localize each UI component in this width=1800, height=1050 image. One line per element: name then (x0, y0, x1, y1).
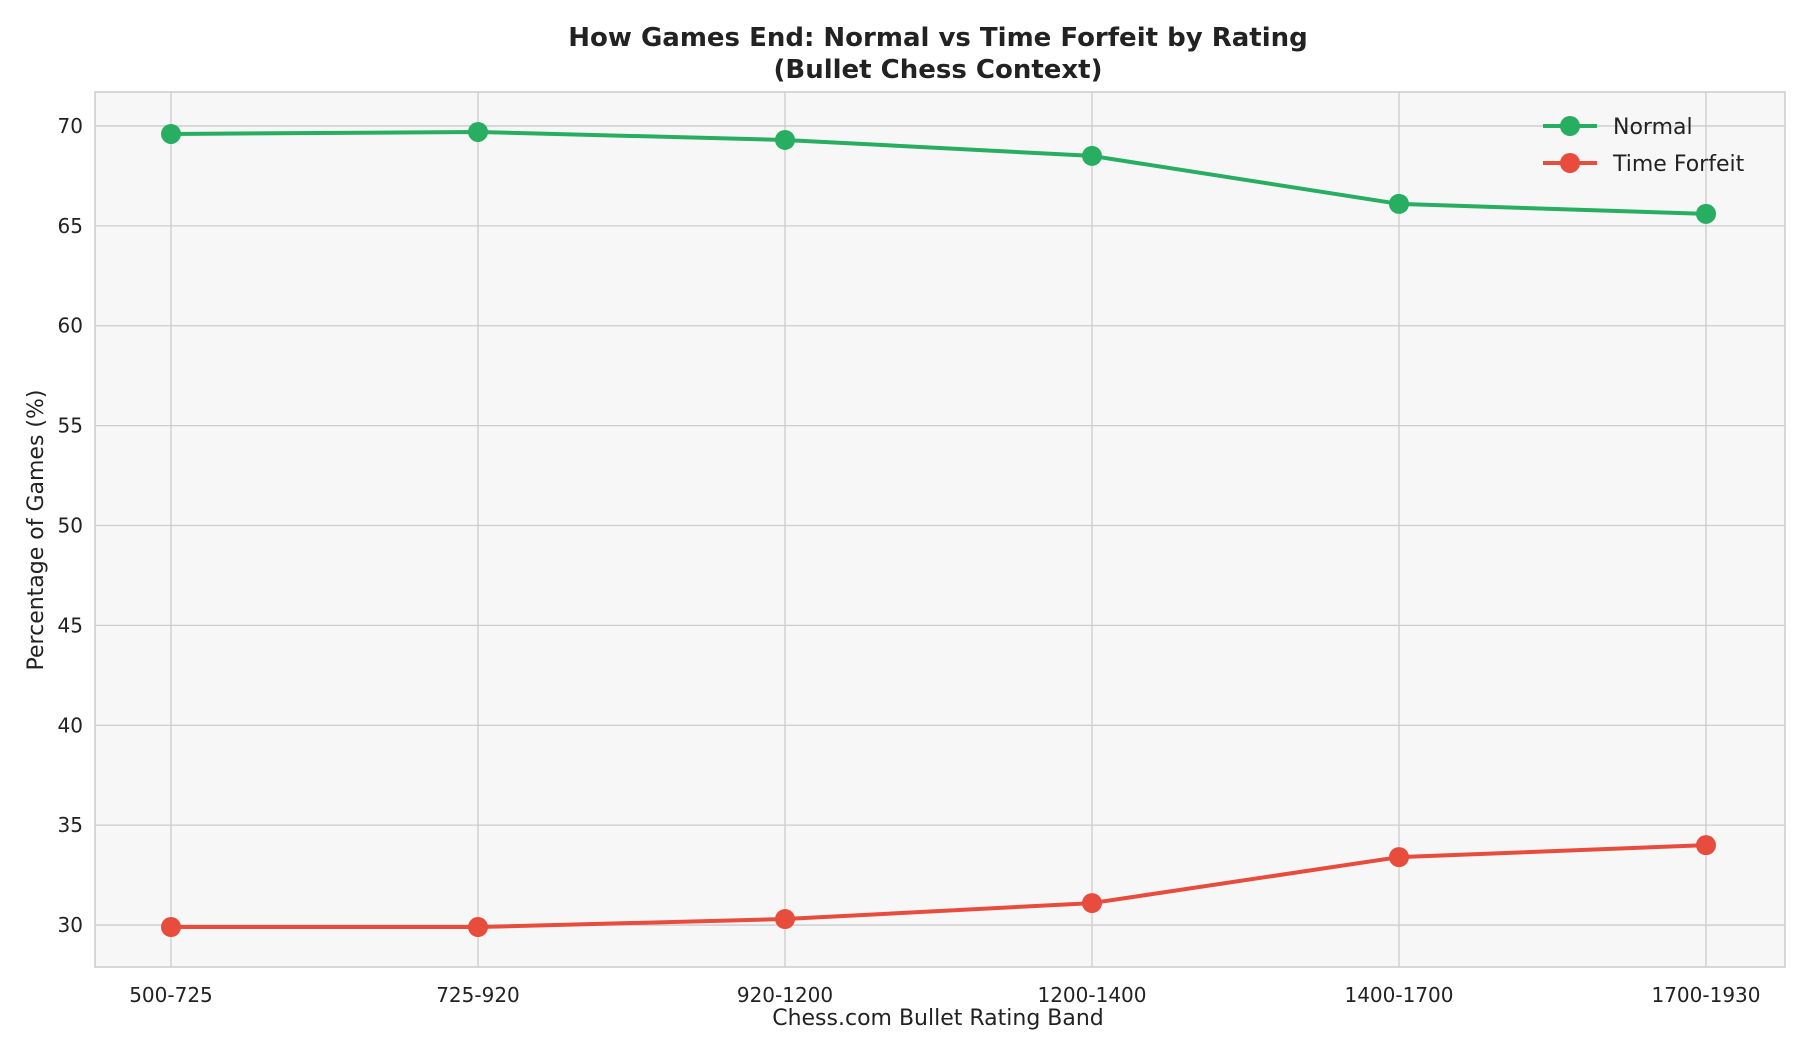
data-point-time-forfeit (1696, 835, 1716, 856)
data-point-normal (161, 123, 181, 144)
plot-area (94, 91, 1786, 968)
y-tick-label: 30 (58, 913, 83, 937)
data-point-normal (1696, 203, 1716, 224)
chart-title-line-2: (Bullet Chess Context) (774, 55, 1103, 85)
data-point-time-forfeit (1389, 847, 1409, 868)
y-tick-label: 35 (58, 813, 83, 837)
series-group (161, 121, 1716, 938)
data-point-normal (1389, 193, 1409, 214)
y-tick-label: 70 (58, 114, 83, 138)
x-tick-label: 920-1200 (737, 983, 833, 1007)
y-axis-label: Percentage of Games (%) (24, 390, 49, 671)
x-axis-ticks: 500-725 725-920 920-1200 1200-1400 1400-1700… (129, 983, 1760, 1007)
x-tick-label: 1200-1400 (1037, 983, 1146, 1007)
y-tick-label: 45 (58, 613, 83, 637)
x-axis-label: Chess.com Bullet Rating Band (772, 1006, 1104, 1031)
y-tick-label: 65 (58, 214, 83, 238)
data-point-normal (1082, 145, 1102, 166)
data-point-time-forfeit (161, 917, 181, 938)
legend-marker-normal (1560, 116, 1580, 136)
data-point-time-forfeit (468, 917, 488, 938)
x-tick-label: 725-920 (436, 983, 520, 1007)
series-line-time-forfeit (171, 843, 1707, 930)
data-point-normal (468, 121, 488, 142)
legend: Normal Time Forfeit (1543, 115, 1745, 177)
y-tick-label: 50 (58, 514, 83, 538)
y-tick-label: 40 (58, 713, 83, 737)
x-tick-label: 1400-1700 (1344, 983, 1453, 1007)
data-point-time-forfeit (1082, 893, 1102, 914)
chart-title-line-1: How Games End: Normal vs Time Forfeit by… (568, 23, 1307, 53)
x-tick-label: 500-725 (129, 983, 213, 1007)
y-tick-label: 60 (58, 314, 83, 338)
data-point-time-forfeit (775, 909, 795, 930)
legend-marker-time-forfeit (1560, 153, 1580, 173)
y-tick-label: 55 (58, 414, 83, 438)
data-point-normal (775, 129, 795, 150)
x-tick-label: 1700-1930 (1651, 983, 1760, 1007)
legend-label-time-forfeit: Time Forfeit (1612, 152, 1745, 177)
legend-label-normal: Normal (1613, 115, 1693, 140)
y-axis-ticks: 30 35 40 45 50 55 60 65 70 (58, 114, 83, 937)
series-line-normal (170, 129, 1707, 216)
grid-lines (95, 92, 1785, 967)
